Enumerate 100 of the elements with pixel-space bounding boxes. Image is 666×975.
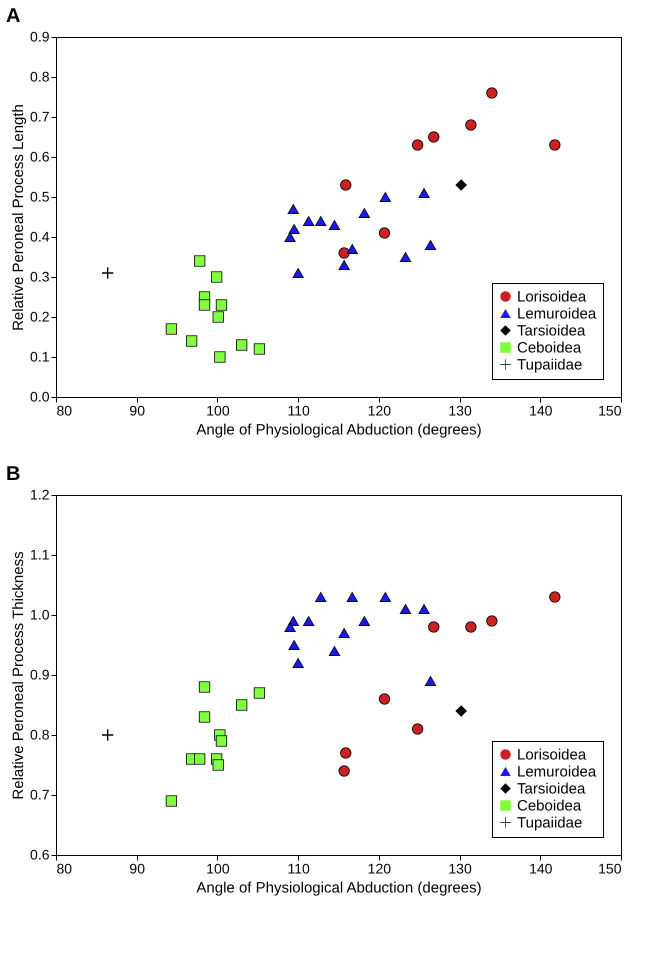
point: [102, 729, 114, 741]
point: [456, 179, 467, 191]
point: [302, 616, 314, 626]
y-tick-label: 0.3: [30, 268, 50, 284]
point: [284, 622, 296, 632]
point: [328, 646, 340, 656]
point: [236, 339, 248, 351]
x-tick-label: 100: [206, 402, 230, 418]
y-tick-label: 0.8: [30, 726, 50, 742]
x-axis-title: Angle of Physiological Abduction (degrees): [196, 422, 482, 438]
y-tick-label: 0.5: [30, 188, 50, 204]
legend-label: Tarsioidea: [517, 322, 586, 340]
point: [465, 119, 477, 131]
point: [288, 204, 299, 214]
point: [194, 255, 206, 267]
y-tick-label: 1.0: [30, 606, 50, 622]
legend-label: Lorisoidea: [517, 746, 587, 764]
point: [198, 299, 210, 311]
point: [210, 271, 222, 283]
point: [288, 640, 300, 650]
point: [236, 699, 248, 711]
y-tick-label: 0.6: [30, 148, 50, 164]
point: [212, 311, 224, 323]
point: [424, 676, 436, 686]
legend-label: Tarsioidea: [517, 780, 586, 798]
x-tick-label: 120: [368, 402, 392, 418]
y-tick-label: 0.9: [30, 28, 50, 44]
point: [428, 131, 440, 143]
point: [102, 267, 114, 279]
point: [549, 591, 560, 603]
point: [198, 711, 210, 723]
y-axis-title: Relative Peroneal Process Length: [10, 104, 28, 331]
point: [358, 208, 370, 218]
point: [412, 139, 424, 151]
point: [400, 604, 412, 614]
point: [338, 765, 350, 777]
point: [166, 323, 178, 335]
legend-label: Lorisoidea: [517, 288, 587, 306]
chart-title: A: [6, 5, 20, 27]
point: [328, 220, 340, 230]
x-tick-label: 140: [529, 402, 553, 418]
point: [418, 604, 430, 614]
point: [254, 343, 266, 355]
point: [465, 621, 477, 633]
point: [292, 268, 304, 278]
point: [302, 216, 314, 226]
legend-label: Tupaiidae: [517, 814, 582, 832]
point: [216, 735, 228, 747]
x-tick-label: 110: [287, 402, 310, 418]
x-axis-title: Angle of Physiological Abduction (degrees): [196, 880, 482, 896]
point: [288, 224, 300, 234]
point: [486, 87, 498, 99]
legend-label: Ceboidea: [517, 798, 582, 814]
y-tick-label: 0.9: [30, 666, 50, 682]
point: [428, 621, 440, 633]
point: [424, 240, 436, 250]
point: [380, 592, 391, 602]
point: [412, 723, 424, 735]
point: [338, 628, 350, 638]
y-tick-label: 0.7: [30, 786, 50, 802]
point: [549, 139, 560, 151]
x-tick-label: 90: [129, 860, 146, 876]
point: [315, 216, 326, 226]
x-tick-label: 90: [129, 402, 146, 418]
x-tick-label: 120: [368, 860, 392, 876]
chart-title: B: [6, 463, 20, 485]
point: [358, 616, 370, 626]
point: [166, 795, 178, 807]
point: [346, 244, 358, 254]
y-tick-label: 0.2: [30, 308, 50, 324]
y-tick-label: 0.7: [30, 108, 50, 124]
point: [212, 759, 224, 771]
point: [216, 299, 228, 311]
point: [456, 705, 467, 717]
point: [284, 232, 296, 242]
point: [315, 592, 326, 602]
point: [340, 747, 352, 759]
y-axis-title: Relative Peroneal Process Thickness: [10, 551, 28, 800]
x-tick-label: 130: [448, 402, 472, 418]
point: [378, 227, 390, 239]
point: [214, 351, 226, 363]
y-tick-label: 0.4: [30, 228, 50, 244]
point: [340, 179, 352, 191]
x-tick-label: 100: [206, 860, 230, 876]
point: [198, 681, 210, 693]
point: [378, 693, 390, 705]
y-tick-label: 0.0: [30, 388, 50, 404]
point: [400, 252, 412, 262]
x-tick-label: 80: [56, 402, 72, 418]
x-tick-label: 150: [598, 860, 622, 876]
y-tick-label: 0.1: [30, 348, 50, 364]
point: [254, 687, 266, 699]
point: [486, 615, 498, 627]
point: [292, 658, 304, 668]
x-tick-label: 140: [529, 860, 553, 876]
x-tick-label: 110: [287, 860, 310, 876]
legend-label: Tupaiidae: [517, 356, 582, 374]
y-tick-label: 1.1: [30, 546, 50, 562]
legend-label: Lemuroidea: [517, 306, 597, 322]
y-tick-label: 0.8: [30, 68, 50, 84]
